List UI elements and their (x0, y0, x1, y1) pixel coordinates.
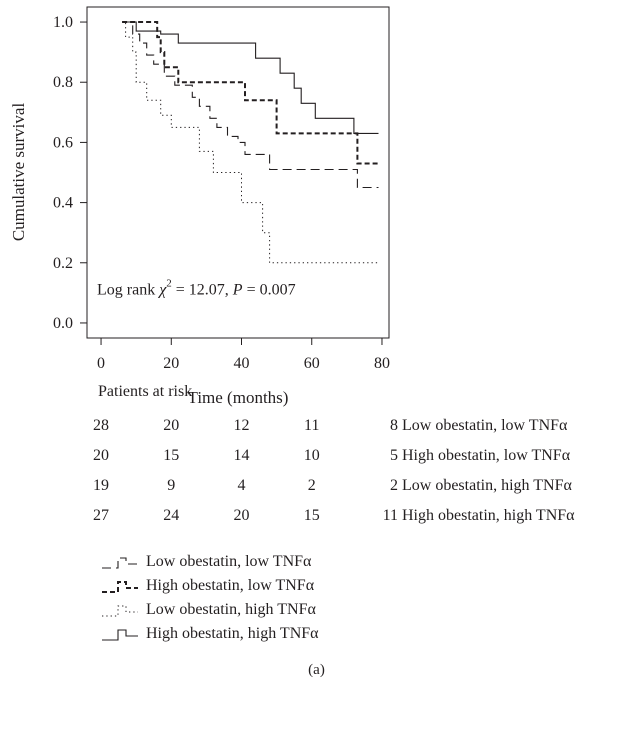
x-tick-label: 80 (374, 355, 390, 372)
survival-curve (122, 21, 379, 134)
legend-line (102, 605, 138, 617)
survival-curve (122, 21, 379, 165)
legend-line (102, 629, 138, 641)
x-axis: 0 20 40 60 80 (97, 338, 390, 372)
annotation-mid: = 12.07, (172, 281, 233, 298)
y-axis-title: Cumulative survival (9, 103, 28, 242)
figure-caption: (a) (308, 662, 325, 678)
y-tick-label: 0.4 (53, 195, 73, 212)
legend-swatch (102, 581, 138, 593)
y-axis: 0.0 0.2 0.4 0.6 0.8 1.0 (53, 14, 87, 332)
plot-frame (86, 6, 390, 339)
y-tick-label: 0.6 (53, 134, 73, 151)
legend-label: Low obestatin, high TNFα (146, 601, 316, 618)
annotation-p: P (232, 281, 243, 298)
y-tick-label: 0.2 (53, 255, 73, 272)
legend-swatch (102, 557, 138, 569)
legend-swatch (102, 629, 138, 641)
survival-curves (122, 21, 379, 264)
survival-curve (122, 21, 379, 189)
legend-label: Low obestatin, low TNFα (146, 553, 312, 570)
y-tick-label: 0.0 (53, 315, 73, 332)
x-tick-label: 60 (304, 355, 320, 372)
x-tick-label: 20 (163, 355, 179, 372)
legend-line (102, 581, 138, 593)
y-tick-label: 1.0 (53, 14, 73, 31)
annotation-sup: 2 (166, 277, 172, 289)
x-tick-label: 40 (234, 355, 250, 372)
legend-label: High obestatin, high TNFα (146, 625, 319, 642)
legend-swatch (102, 605, 138, 617)
annotation-prefix: Log rank (97, 281, 159, 298)
log-rank-annotation: Log rank χ2 = 12.07, P = 0.007 (97, 277, 296, 298)
survival-curve (122, 21, 379, 264)
legend-label: High obestatin, low TNFα (146, 577, 315, 594)
y-tick-label: 0.8 (53, 74, 73, 91)
annotation-chi: χ (157, 281, 167, 298)
annotation-suffix: = 0.007 (243, 281, 296, 298)
x-axis-title: Time (months) (188, 388, 289, 407)
legend-line (102, 557, 138, 569)
x-tick-label: 0 (97, 355, 105, 372)
